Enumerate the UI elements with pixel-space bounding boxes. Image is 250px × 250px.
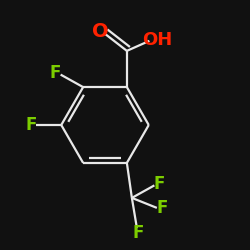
Text: F: F bbox=[157, 199, 168, 217]
Text: F: F bbox=[50, 64, 61, 82]
Text: OH: OH bbox=[142, 30, 172, 48]
Text: O: O bbox=[92, 22, 108, 41]
Text: F: F bbox=[132, 224, 144, 242]
Text: F: F bbox=[154, 175, 165, 193]
Text: F: F bbox=[25, 116, 36, 134]
